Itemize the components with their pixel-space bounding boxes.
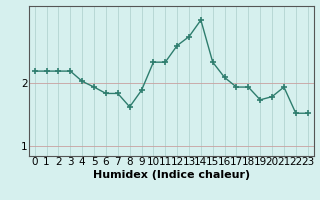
X-axis label: Humidex (Indice chaleur): Humidex (Indice chaleur)	[92, 170, 250, 180]
